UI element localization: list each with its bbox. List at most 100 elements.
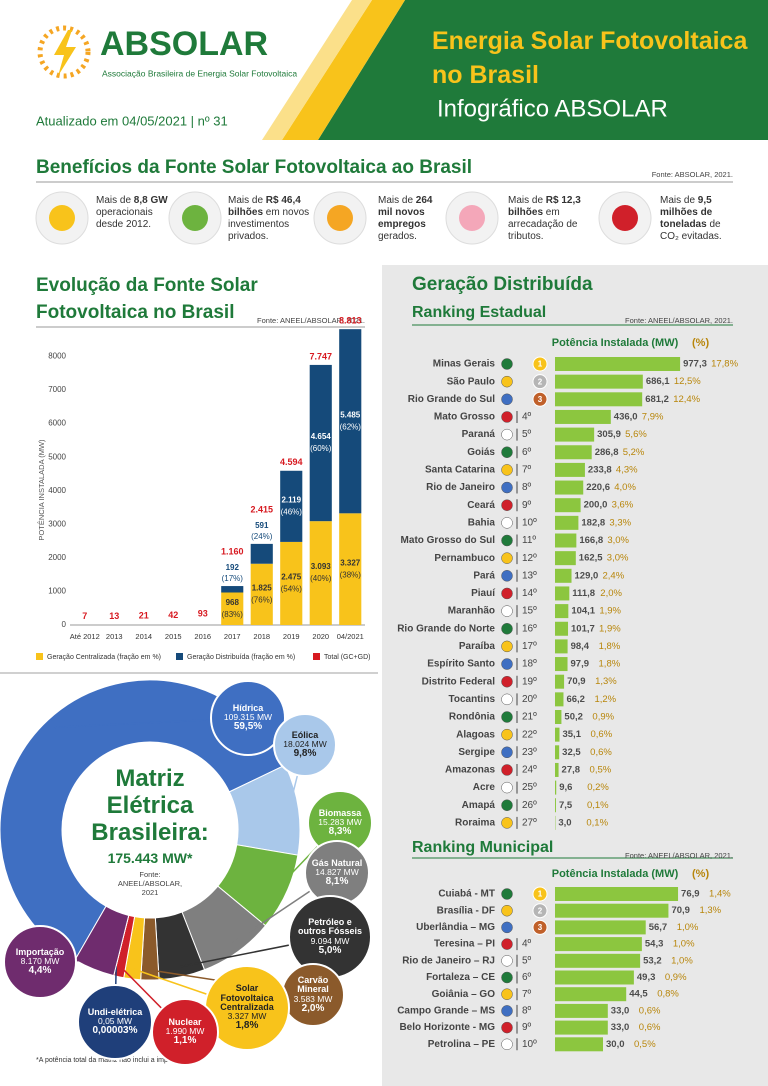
percent-label: 1,0%: [671, 955, 693, 966]
bar-segment: [309, 364, 332, 522]
share-label: (60%): [310, 444, 332, 453]
bar-segment: [250, 563, 273, 625]
bar-segment: [250, 543, 273, 564]
value-label: 50,2: [564, 712, 583, 723]
bar: [555, 727, 560, 742]
value-label: 98,4: [571, 641, 590, 652]
column-header: (%): [692, 868, 709, 880]
category-label: Pernambuco: [434, 553, 495, 564]
rank-label: 18º: [522, 659, 537, 670]
medal: [532, 356, 548, 372]
rank-label: 20º: [522, 694, 537, 705]
flag: [501, 446, 513, 458]
x-tick-label: 2020: [312, 632, 329, 641]
callout-percent: 1,8%: [235, 1020, 259, 1032]
legend-swatch: [176, 653, 183, 660]
rank-label: 7º: [522, 465, 532, 476]
bar: [555, 427, 595, 442]
percent-label: 17,8%: [711, 359, 738, 370]
callout: Undi-elétrica 0,05 MW 0,00003%: [77, 984, 153, 1060]
rank-label: 26º: [522, 800, 537, 811]
rank-label: 10º: [522, 1039, 537, 1050]
flag: [501, 464, 513, 476]
category-label: Campo Grande – MS: [397, 1006, 495, 1017]
value-label: 30,0: [606, 1039, 625, 1050]
percent-label: 5,2%: [623, 447, 645, 458]
percent-label: 0,6%: [590, 747, 612, 758]
rank-label: 22º: [522, 729, 537, 740]
y-tick-label: 3000: [48, 519, 66, 528]
callout-name: Nuclear: [168, 1016, 202, 1027]
percent-label: 12,4%: [673, 394, 700, 405]
source: Fonte: ABSOLAR, 2021.: [652, 170, 733, 179]
donut-source: Fonte: ANEEL/ABSOLAR, 2021: [117, 870, 183, 897]
share-label: (83%): [222, 610, 244, 619]
section-subtitle: Ranking Municipal: [412, 839, 553, 856]
flag: [501, 605, 513, 617]
x-tick-label: 2016: [194, 632, 211, 641]
category-label: Bahia: [468, 517, 496, 528]
value-label: 32,5: [562, 747, 581, 758]
benefit-lead: Mais de: [228, 195, 264, 206]
percent-label: 0,5%: [590, 764, 612, 775]
bar-segment: [221, 586, 244, 593]
source: Fonte: ANEEL/ABSOLAR, 2021.: [625, 851, 733, 860]
value-label: 305,9: [597, 429, 621, 440]
percent-label: 1,0%: [673, 939, 695, 950]
callout-percent: 4,4%: [28, 964, 52, 976]
benefit-lead: Mais de: [96, 195, 132, 206]
category-label: Roraima: [455, 818, 495, 829]
bar: [555, 780, 557, 795]
benefit-rest: em arrecadação de tributos.: [508, 207, 578, 242]
category-label: Fortaleza – CE: [426, 972, 495, 983]
category-label: Espírito Santo: [427, 659, 495, 670]
value-label: 97,9: [571, 659, 590, 670]
bar: [555, 762, 559, 777]
value-label: 977,3: [683, 359, 707, 370]
value-label: 182,8: [581, 517, 605, 528]
benefit-icon: [182, 205, 208, 231]
footnote: *A potência total da matriz não inclui a…: [36, 1057, 193, 1064]
callout-name: Importação: [15, 946, 65, 957]
total-label: 13: [109, 611, 119, 621]
rank-label: 4º: [522, 412, 532, 423]
category-label: Amazonas: [445, 765, 495, 776]
percent-label: 1,0%: [677, 922, 699, 933]
x-tick-label: 2017: [224, 632, 241, 641]
flag: [501, 428, 513, 441]
y-tick-label: 8000: [48, 352, 66, 361]
value-label: 2.475: [281, 573, 302, 582]
callout-percent: 2,0%: [301, 1002, 325, 1014]
value-label: 3,0: [558, 817, 571, 828]
bar: [555, 674, 565, 689]
bar: [555, 798, 556, 813]
column-header: Potência Instalada (MW): [552, 868, 679, 880]
callout-value: 1.990 MW: [165, 1026, 205, 1036]
bar: [555, 953, 641, 968]
x-tick-label: 2015: [165, 632, 182, 641]
category-label: Rio de Janeiro: [426, 482, 495, 493]
category-label: Maranhão: [448, 606, 495, 617]
total-label: 7.747: [309, 351, 332, 361]
flag: [501, 888, 513, 900]
source: Fonte: ANEEL/ABSOLAR, 2021.: [257, 316, 365, 325]
callout-name: Carvão Mineral: [297, 974, 329, 995]
bar: [555, 357, 681, 371]
benefit-rest: em novos investimentos privados.: [228, 207, 310, 242]
bar: [555, 657, 568, 672]
bar-segment: [280, 541, 303, 625]
callout-percent: 0,00003%: [92, 1024, 138, 1036]
bar-segment: [280, 470, 303, 542]
value-label: 2.119: [281, 495, 301, 504]
section-title: Benefícios da Fonte Solar Fotovoltaica a…: [36, 157, 472, 178]
flag: [501, 799, 513, 811]
bar: [555, 568, 572, 583]
bar: [555, 1003, 608, 1018]
callout: Carvão Mineral 3.583 MW 2,0%: [281, 963, 345, 1027]
header-stripe: [262, 0, 372, 140]
callout-value: 109.315 MW: [223, 712, 273, 722]
header-stripe: [282, 0, 405, 140]
percent-label: 3,3%: [609, 517, 631, 528]
bar: [555, 692, 564, 707]
